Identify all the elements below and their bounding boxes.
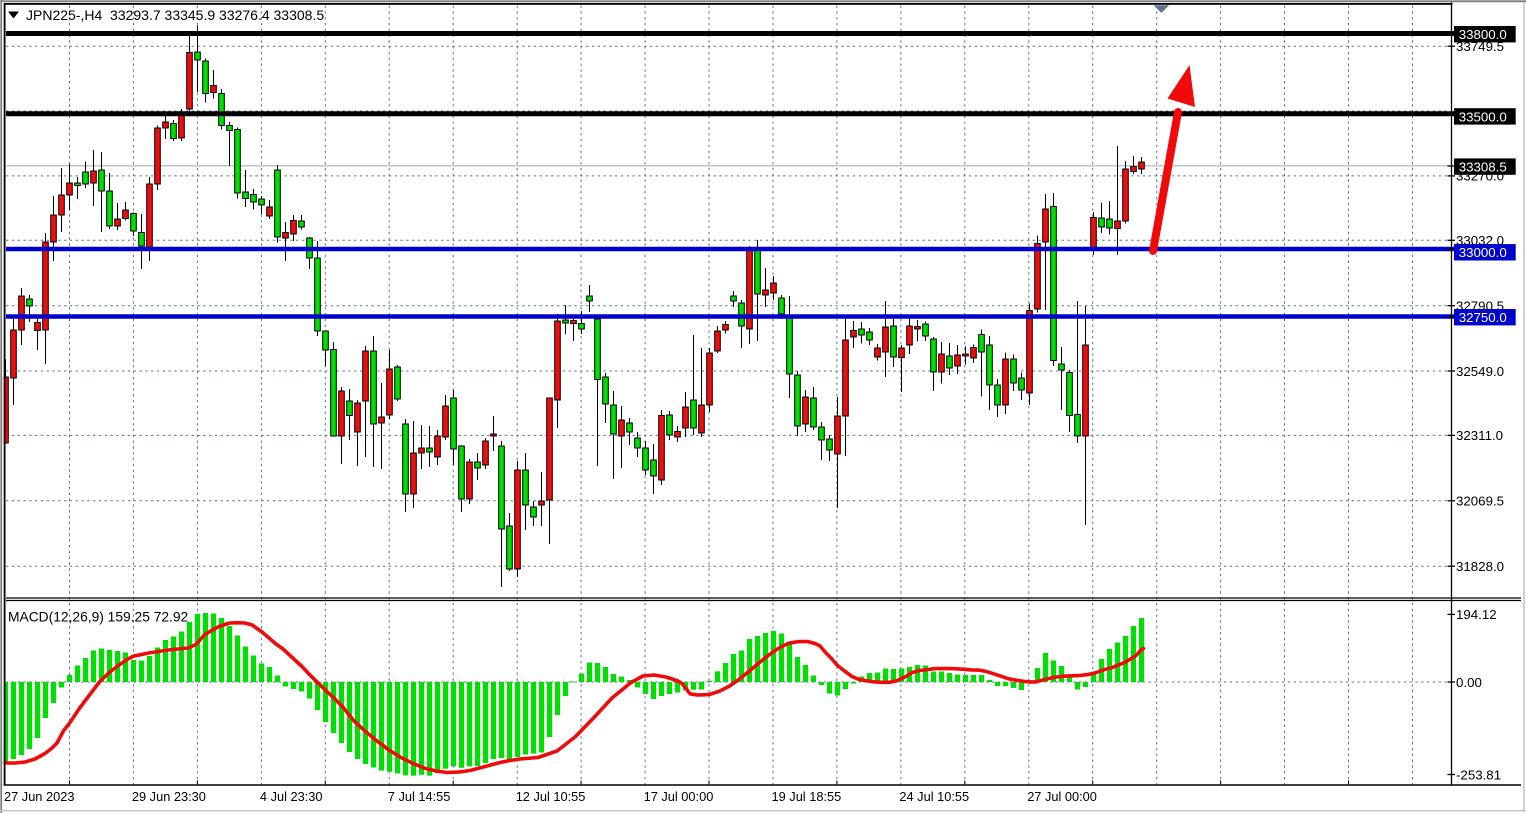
svg-text:33500.0: 33500.0 <box>1459 109 1507 124</box>
svg-text:24 Jul 10:55: 24 Jul 10:55 <box>899 789 969 804</box>
svg-text:32311.0: 32311.0 <box>1456 428 1503 443</box>
svg-text:27 Jul 00:00: 27 Jul 00:00 <box>1027 789 1097 804</box>
svg-text:7 Jul 14:55: 7 Jul 14:55 <box>388 789 451 804</box>
svg-text:4 Jul 23:30: 4 Jul 23:30 <box>260 789 323 804</box>
svg-text:33270.0: 33270.0 <box>1456 169 1504 184</box>
svg-text:33000.0: 33000.0 <box>1459 245 1507 260</box>
svg-text:33800.0: 33800.0 <box>1459 27 1507 42</box>
svg-text:32069.5: 32069.5 <box>1456 494 1504 509</box>
svg-text:JPN225-,H4 33293.7 33345.9 33: JPN225-,H4 33293.7 33345.9 33276.4 33308… <box>26 7 324 23</box>
svg-text:0.00: 0.00 <box>1456 675 1482 690</box>
svg-text:17 Jul 00:00: 17 Jul 00:00 <box>644 789 714 804</box>
svg-text:194.12: 194.12 <box>1456 607 1497 622</box>
svg-text:31828.0: 31828.0 <box>1456 559 1504 574</box>
svg-text:32549.0: 32549.0 <box>1456 364 1504 379</box>
svg-text:12 Jul 10:55: 12 Jul 10:55 <box>516 789 586 804</box>
svg-text:19 Jul 18:55: 19 Jul 18:55 <box>772 789 842 804</box>
svg-text:33308.5: 33308.5 <box>1459 160 1507 175</box>
svg-text:33749.5: 33749.5 <box>1456 39 1504 54</box>
svg-text:MACD(12,26,9) 159.25 72.92: MACD(12,26,9) 159.25 72.92 <box>8 610 188 625</box>
svg-text:29 Jun 23:30: 29 Jun 23:30 <box>132 789 206 804</box>
svg-text:-253.81: -253.81 <box>1456 767 1501 782</box>
svg-text:27 Jun 2023: 27 Jun 2023 <box>4 789 74 804</box>
svg-text:32750.0: 32750.0 <box>1459 310 1507 325</box>
